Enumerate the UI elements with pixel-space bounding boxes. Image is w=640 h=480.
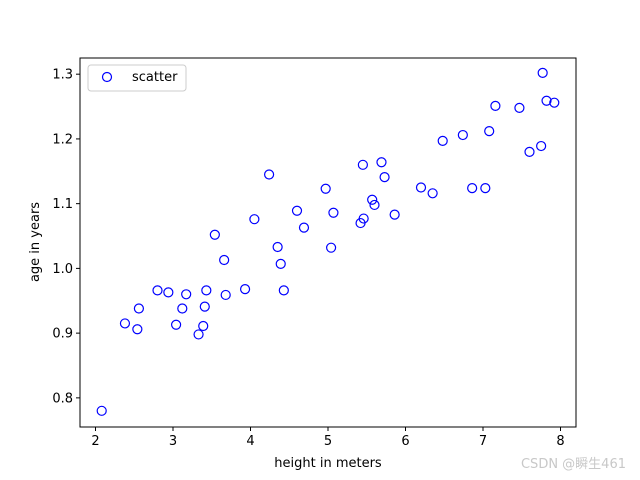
data-point [209, 229, 220, 240]
legend-label-scatter: scatter [132, 70, 178, 85]
data-point [480, 183, 491, 194]
data-point [198, 320, 209, 332]
data-point [541, 95, 552, 106]
data-point [379, 172, 390, 183]
data-point [326, 242, 337, 253]
data-point [427, 188, 438, 199]
data-point [181, 289, 192, 300]
data-point [132, 324, 143, 335]
y-tick-label: 1.3 [52, 68, 73, 83]
data-point [490, 100, 501, 112]
data-point [219, 254, 230, 266]
data-point [367, 194, 378, 205]
x-tick-label: 5 [324, 434, 332, 449]
data-point [536, 140, 547, 152]
y-tick-label: 1.1 [52, 197, 73, 212]
data-point [133, 303, 144, 314]
y-axis-label: age in years [28, 202, 43, 282]
data-point [389, 209, 400, 220]
data-point [467, 183, 478, 194]
data-point [524, 146, 535, 157]
data-point [376, 157, 387, 168]
data-point [264, 169, 275, 180]
data-point [328, 207, 339, 218]
data-point [163, 287, 174, 298]
plot-area [80, 58, 576, 427]
data-point [358, 213, 369, 224]
data-point [298, 222, 310, 233]
data-point [239, 284, 251, 295]
legend-marker [101, 71, 113, 83]
x-axis-label: height in meters [274, 456, 382, 471]
y-tick-label: 0.9 [52, 327, 73, 342]
x-tick-label: 8 [556, 434, 564, 449]
data-point [369, 199, 380, 211]
y-tick-label: 0.8 [52, 391, 73, 406]
x-tick-label: 2 [91, 434, 99, 449]
data-point [549, 97, 560, 108]
data-point [220, 289, 231, 301]
data-point [437, 135, 448, 146]
data-point [171, 319, 182, 330]
x-tick-label: 7 [479, 434, 487, 449]
data-points [96, 67, 560, 416]
x-axis-ticks: 2 3 4 5 6 7 8 [91, 427, 565, 449]
y-axis-ticks: 0.8 0.9 1.0 1.1 1.2 1.3 [52, 68, 80, 406]
x-tick-label: 6 [401, 434, 409, 449]
data-point [201, 285, 212, 296]
data-point [96, 405, 107, 416]
data-point [272, 241, 283, 253]
legend-box [87, 64, 187, 92]
x-tick-label: 3 [169, 434, 177, 449]
data-point [249, 214, 260, 225]
data-point [320, 183, 331, 194]
data-point [484, 126, 495, 137]
data-point [199, 301, 210, 312]
legend: scatter [87, 64, 187, 92]
data-point [291, 205, 303, 216]
data-point [457, 129, 468, 141]
watermark: CSDN @瞬生461 [520, 457, 626, 472]
plot-frame [79, 57, 577, 428]
data-point [357, 159, 368, 170]
data-point [537, 67, 548, 78]
data-point [119, 318, 131, 329]
data-point [275, 258, 286, 269]
y-tick-label: 1.2 [52, 132, 73, 147]
data-point [177, 303, 188, 314]
data-point [514, 102, 525, 113]
data-point [415, 182, 427, 193]
data-point [193, 329, 204, 340]
x-tick-label: 4 [246, 434, 254, 449]
data-point [152, 285, 163, 296]
data-point [278, 285, 289, 296]
y-tick-label: 1.0 [52, 262, 73, 277]
